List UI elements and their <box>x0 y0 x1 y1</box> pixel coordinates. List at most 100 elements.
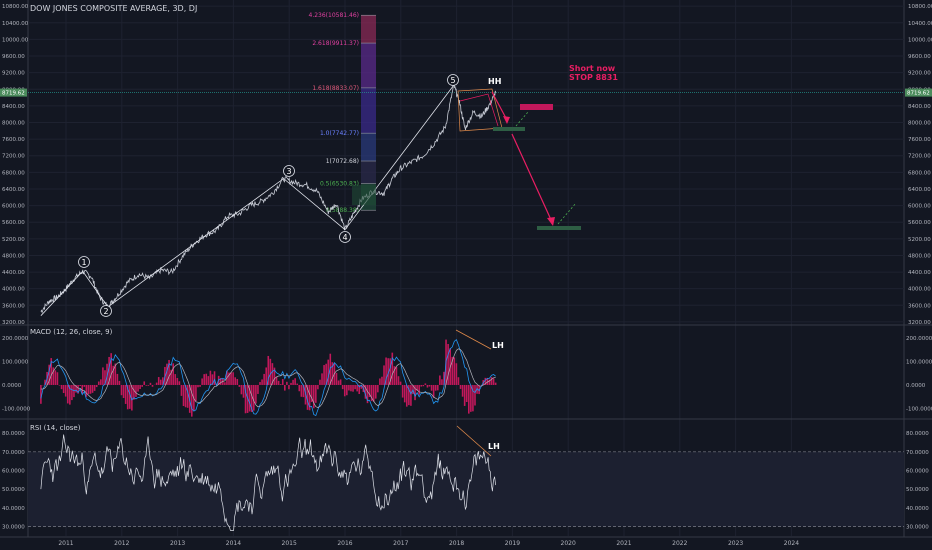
price-series-line <box>40 82 497 314</box>
price-tick-label-right: 6800.00 <box>908 170 931 176</box>
price-tick-label-right: 10000.00 <box>908 37 932 43</box>
stop-box <box>520 104 553 110</box>
bounce-arrow-1 <box>515 111 529 127</box>
wave-label-text: 3 <box>286 167 291 176</box>
price-tick-label-right: 10400.00 <box>908 21 932 27</box>
price-tick-label-right: 10800.00 <box>908 4 932 10</box>
fib-level-label: 0(5888.38) <box>326 207 359 214</box>
price-tick-label-left: 6400.00 <box>2 187 25 193</box>
x-tick-label: 2018 <box>449 540 464 547</box>
wave-label-text: 4 <box>342 233 347 242</box>
wave-label-circle <box>283 165 295 177</box>
x-tick-label: 2011 <box>58 540 73 547</box>
price-tick-label-right: 6400.00 <box>908 187 931 193</box>
x-tick-label: 2021 <box>616 540 631 547</box>
price-tick-label-left: 9200.00 <box>2 71 25 77</box>
fib-zone <box>361 87 376 134</box>
price-tick-label-left: 7600.00 <box>2 137 25 143</box>
rsi-title: RSI (14, close) <box>30 424 81 432</box>
price-tick-label-right: 3600.00 <box>908 303 931 309</box>
rsi-band-fill <box>28 451 904 527</box>
fib-level-label: 1.618(8833.07) <box>312 85 359 92</box>
current-price-label-right: 8719.62 <box>907 91 930 97</box>
wave-label-circle <box>100 305 112 317</box>
rsi-tick-label-left: 60.0000 <box>2 469 25 475</box>
price-tick-label-right: 7600.00 <box>908 137 931 143</box>
wave-label-circle <box>339 231 351 243</box>
x-tick-label: 2015 <box>282 540 297 547</box>
macd-signal-line <box>40 348 496 408</box>
current-price-badge-left <box>0 88 27 97</box>
bounce-arrow-2 <box>557 202 577 225</box>
price-tick-label-left: 8000.00 <box>2 120 25 126</box>
price-tick-label-right: 9600.00 <box>908 54 931 60</box>
macd-title: MACD (12, 26, close, 9) <box>30 328 113 336</box>
x-tick-label: 2017 <box>393 540 408 547</box>
price-tick-label-left: 9600.00 <box>2 54 25 60</box>
projection-arrow-1 <box>491 91 508 121</box>
x-tick-label: 2023 <box>728 540 743 547</box>
macd-divergence-line <box>455 329 492 350</box>
fib-zone <box>361 15 376 44</box>
projection-arrow-2 <box>511 133 553 223</box>
rsi-tick-label-right: 30.0000 <box>906 525 929 531</box>
price-tick-label-right: 3200.00 <box>908 320 931 326</box>
price-tick-label-left: 10800.00 <box>2 4 29 10</box>
rsi-tick-label-right: 40.0000 <box>906 506 929 512</box>
wave-label-text: 5 <box>450 76 455 85</box>
macd-tick-label-right: 0.0000 <box>906 383 926 389</box>
price-tick-label-left: 4800.00 <box>2 253 25 259</box>
fib-level-label: 0.5(6530.83) <box>320 181 359 188</box>
price-tick-label-right: 9200.00 <box>908 71 931 77</box>
macd-line <box>40 338 496 417</box>
price-tick-label-left: 7200.00 <box>2 154 25 160</box>
rsi-divergence-line <box>456 425 492 457</box>
price-tick-label-right: 7200.00 <box>908 154 931 160</box>
rsi-line <box>40 434 497 531</box>
price-tick-label-right: 4800.00 <box>908 253 931 259</box>
topping-triangle <box>457 88 503 132</box>
price-tick-label-right: 8400.00 <box>908 104 931 110</box>
price-tick-label-left: 6000.00 <box>2 204 25 210</box>
fib-zone <box>361 43 376 88</box>
price-tick-label-left: 5600.00 <box>2 220 25 226</box>
wave-label-circle <box>78 256 90 268</box>
macd-tick-label-right: 100.0000 <box>906 359 932 365</box>
x-tick-label: 2014 <box>226 540 241 547</box>
price-tick-label-right: 8000.00 <box>908 120 931 126</box>
rsi-tick-label-right: 60.0000 <box>906 469 929 475</box>
macd-tick-label-right: -100.0000 <box>906 407 932 413</box>
x-tick-label: 2013 <box>170 540 185 547</box>
x-tick-label: 2020 <box>561 540 576 547</box>
rsi-lh-annotation: LH <box>488 442 500 451</box>
price-tick-label-left: 5200.00 <box>2 237 25 243</box>
projection-arrowhead-1 <box>503 116 510 124</box>
wave-label-circle <box>447 74 459 86</box>
price-tick-label-left: 8400.00 <box>2 104 25 110</box>
fib-level-label: 1.0(7742.77) <box>320 130 359 137</box>
x-tick-label: 2019 <box>505 540 520 547</box>
price-tick-label-right: 4400.00 <box>908 270 931 276</box>
rsi-tick-label-left: 30.0000 <box>2 525 25 531</box>
target-box-2 <box>537 226 581 230</box>
macd-lh-annotation: LH <box>492 341 504 350</box>
macd-tick-label-right: 200.0000 <box>906 336 932 342</box>
rsi-tick-label-left: 40.0000 <box>2 506 25 512</box>
wedge-line <box>459 93 499 127</box>
macd-tick-label-left: 0.0000 <box>2 383 22 389</box>
macd-tick-label-left: -100.0000 <box>2 407 31 413</box>
price-tick-label-left: 10000.00 <box>2 37 29 43</box>
price-tick-label-right: 4000.00 <box>908 287 931 293</box>
price-tick-label-left: 10400.00 <box>2 21 29 27</box>
short-annotation-line2: STOP 8831 <box>569 73 618 82</box>
hh-annotation: HH <box>488 77 502 86</box>
chart-title: DOW JONES COMPOSITE AVERAGE, 3D, DJ <box>30 4 198 13</box>
x-tick-label: 2022 <box>672 540 687 547</box>
wave-count-line <box>40 84 455 316</box>
rsi-tick-label-right: 80.0000 <box>906 431 929 437</box>
x-tick-label: 2016 <box>337 540 352 547</box>
rsi-tick-label-right: 70.0000 <box>906 450 929 456</box>
rsi-tick-label-left: 80.0000 <box>2 431 25 437</box>
wave-label-text: 1 <box>81 258 86 267</box>
